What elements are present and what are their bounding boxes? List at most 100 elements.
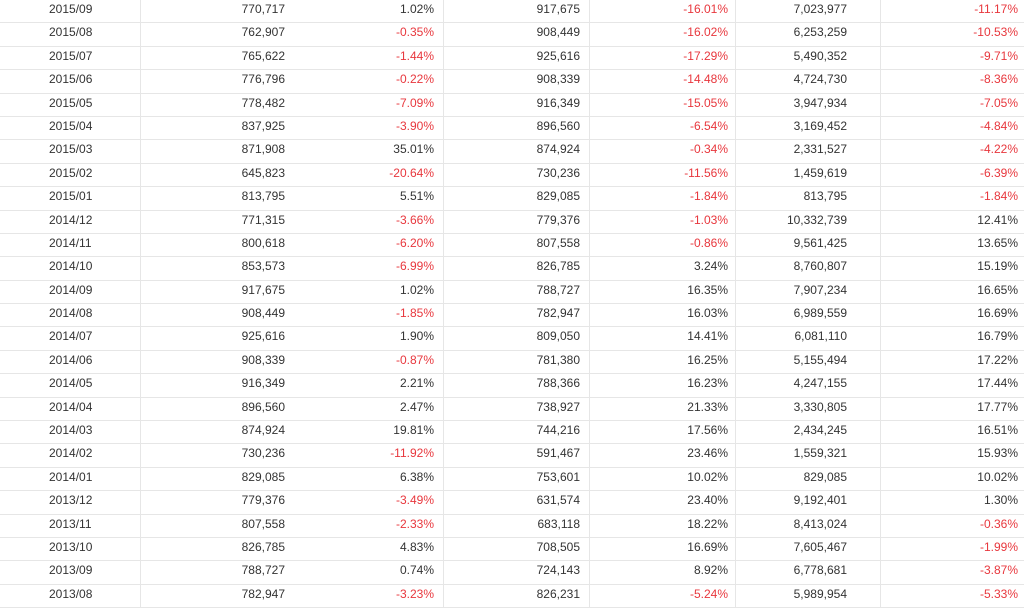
column-divider	[140, 584, 141, 608]
column-divider	[140, 327, 141, 351]
month-cell: 2013/10	[49, 539, 93, 554]
month-cell: 2014/06	[49, 352, 93, 367]
column-divider	[140, 467, 141, 492]
column-divider	[589, 584, 590, 608]
value1-cell: 762,907	[241, 25, 285, 40]
column-divider	[589, 116, 590, 141]
value2-cell: 908,449	[536, 25, 580, 40]
column-divider	[880, 280, 881, 305]
rate2-cell: 17.56%	[687, 423, 728, 438]
rate2-cell: -1.03%	[689, 212, 728, 227]
column-divider	[140, 561, 141, 585]
value1-cell: 782,947	[241, 586, 285, 601]
column-divider	[443, 46, 444, 71]
column-divider	[880, 116, 881, 141]
value2-cell: 826,785	[536, 259, 580, 274]
rate1-cell: -3.49%	[395, 493, 434, 508]
column-divider	[140, 46, 141, 71]
column-divider	[735, 116, 736, 141]
rate3-cell: -8.36%	[979, 72, 1018, 87]
column-divider	[443, 327, 444, 351]
column-divider	[140, 233, 141, 258]
column-divider	[443, 23, 444, 47]
column-divider	[589, 514, 590, 538]
column-divider	[589, 327, 590, 351]
value1-cell: 645,823	[241, 165, 285, 180]
table-row: 2015/07 765,622 -1.44% 925,616 -17.29% 5,490,…	[0, 46, 1024, 71]
rate2-cell: 14.41%	[687, 329, 728, 344]
rate2-cell: -16.02%	[683, 25, 728, 40]
column-divider	[589, 140, 590, 164]
column-divider	[880, 210, 881, 234]
month-cell: 2015/01	[49, 189, 93, 204]
value3-cell: 7,605,467	[793, 539, 847, 554]
column-divider	[589, 93, 590, 117]
column-divider	[140, 93, 141, 117]
column-divider	[735, 421, 736, 445]
rate1-cell: -6.20%	[395, 235, 434, 250]
value1-cell: 925,616	[241, 329, 285, 344]
table-row: 2014/06 908,339 -0.87% 781,380 16.25% 5,155,4…	[0, 350, 1024, 375]
rate1-cell: 1.02%	[399, 282, 434, 297]
rate3-cell: 17.22%	[977, 352, 1018, 367]
table-row: 2013/12 779,376 -3.49% 631,574 23.40% 9,192,4…	[0, 491, 1024, 515]
column-divider	[735, 350, 736, 375]
rate1-cell: -3.66%	[395, 212, 434, 227]
rate3-cell: 16.65%	[977, 282, 1018, 297]
column-divider	[735, 584, 736, 608]
column-divider	[880, 350, 881, 375]
month-cell: 2015/09	[49, 2, 93, 16]
rate2-cell: 23.46%	[687, 446, 728, 461]
column-divider	[443, 491, 444, 515]
value3-cell: 6,081,110	[794, 329, 848, 344]
value3-cell: 9,561,425	[793, 235, 847, 250]
rate3-cell: -10.53%	[973, 25, 1018, 40]
value3-cell: 9,192,401	[793, 493, 847, 508]
table-row: 2014/01 829,085 6.38% 753,601 10.02% 829,085 1…	[0, 467, 1024, 492]
value1-cell: 829,085	[241, 469, 285, 484]
table-row: 2014/02 730,236 -11.92% 591,467 23.46% 1,559,…	[0, 444, 1024, 468]
table-row: 2015/03 871,908 35.01% 874,924 -0.34% 2,331,5…	[0, 140, 1024, 164]
column-divider	[735, 257, 736, 281]
value2-cell: 708,505	[536, 539, 580, 554]
rate3-cell: -11.17%	[974, 2, 1018, 16]
rate3-cell: 13.65%	[977, 235, 1018, 250]
column-divider	[880, 187, 881, 211]
value1-cell: 778,482	[241, 95, 285, 110]
column-divider	[443, 116, 444, 141]
rate3-cell: -1.84%	[979, 189, 1018, 204]
month-cell: 2013/09	[49, 563, 93, 578]
column-divider	[880, 0, 881, 24]
rate1-cell: -1.44%	[395, 48, 434, 63]
column-divider	[880, 93, 881, 117]
rate3-cell: 12.41%	[977, 212, 1018, 227]
column-divider	[443, 350, 444, 375]
value2-cell: 826,231	[536, 586, 580, 601]
value1-cell: 874,924	[241, 423, 285, 438]
rate1-cell: -3.90%	[395, 118, 434, 133]
column-divider	[589, 491, 590, 515]
column-divider	[589, 374, 590, 398]
value3-cell: 10,332,739	[786, 212, 847, 227]
value2-cell: 591,467	[536, 446, 580, 461]
column-divider	[880, 304, 881, 328]
column-divider	[735, 210, 736, 234]
rate3-cell: 10.02%	[977, 469, 1018, 484]
month-cell: 2014/04	[49, 399, 93, 414]
column-divider	[140, 210, 141, 234]
column-divider	[735, 187, 736, 211]
value1-cell: 871,908	[241, 142, 285, 157]
column-divider	[443, 280, 444, 305]
rate1-cell: 1.90%	[399, 329, 434, 344]
column-divider	[589, 187, 590, 211]
column-divider	[443, 397, 444, 422]
column-divider	[589, 467, 590, 492]
column-divider	[880, 374, 881, 398]
rate3-cell: -5.33%	[979, 586, 1018, 601]
rate2-cell: -16.01%	[683, 2, 728, 16]
rate2-cell: 23.40%	[687, 493, 728, 508]
column-divider	[735, 514, 736, 538]
rate1-cell: 2.21%	[399, 376, 434, 391]
month-cell: 2014/03	[49, 423, 93, 438]
value3-cell: 6,989,559	[793, 306, 847, 321]
